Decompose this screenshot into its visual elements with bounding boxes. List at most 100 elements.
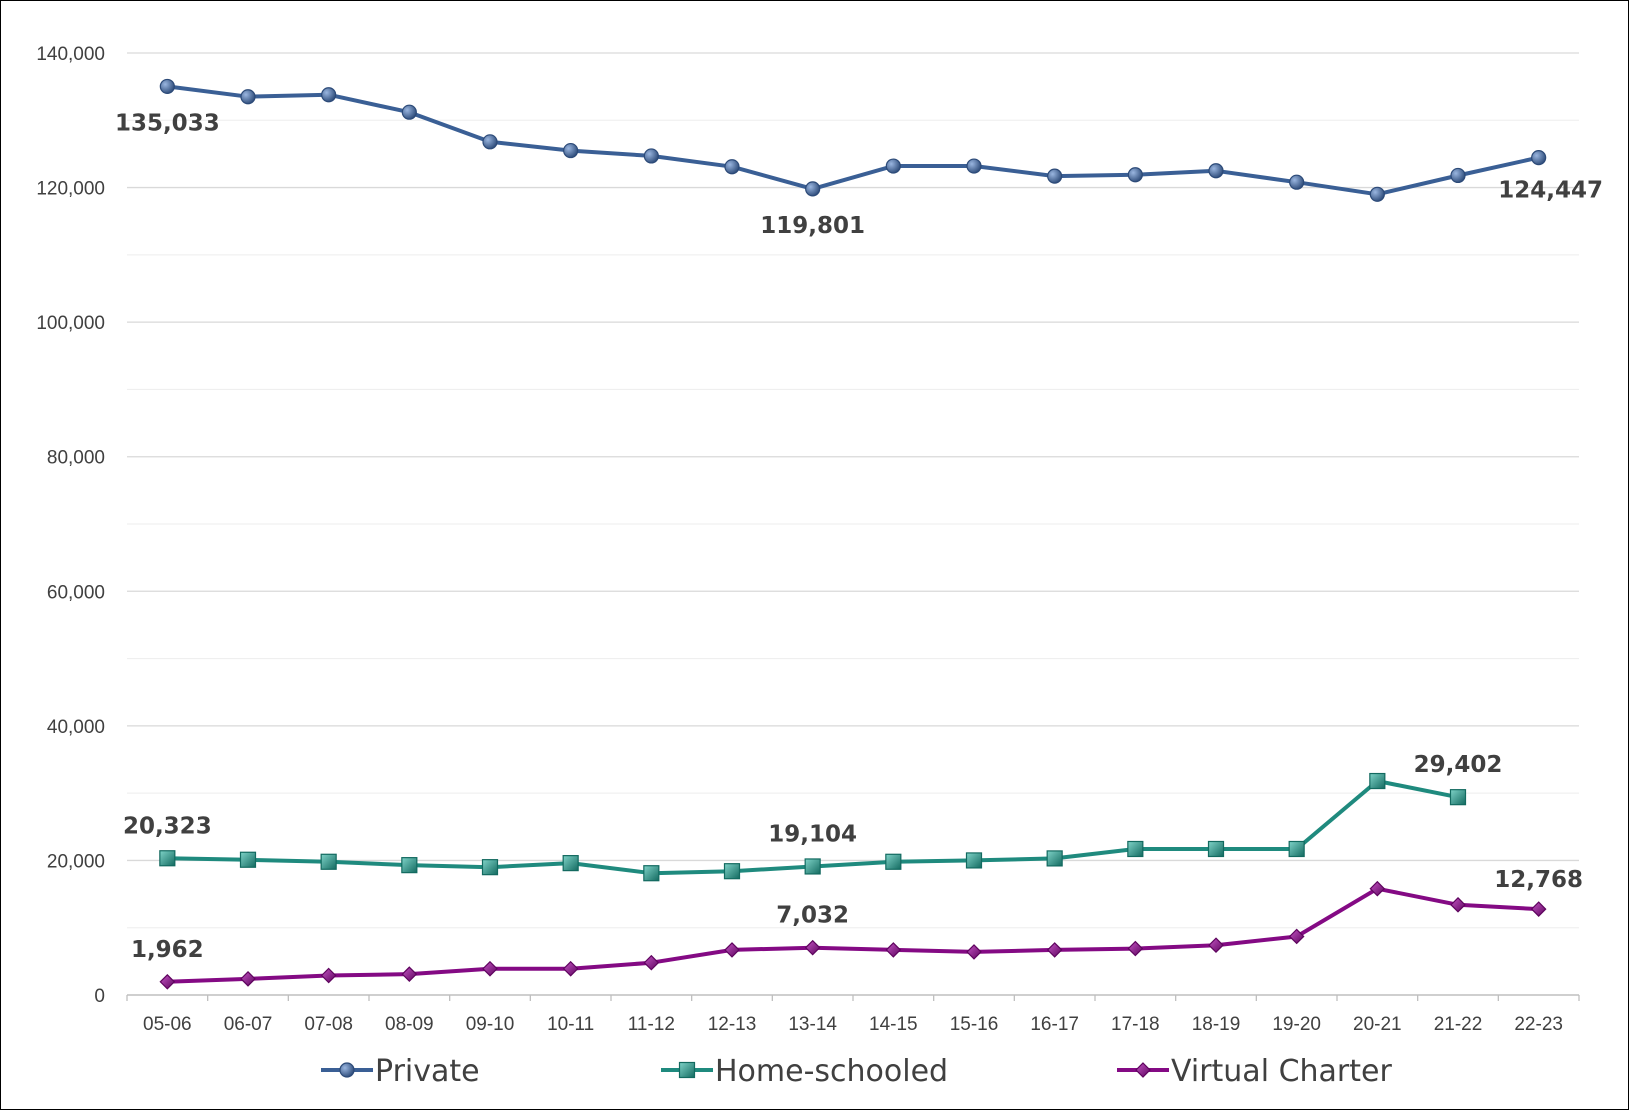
diamond-marker [1450,896,1466,913]
circle-marker [321,87,337,103]
data-label: 7,032 [776,903,849,929]
x-tick-label: 06-07 [224,1014,273,1035]
x-tick-label: 11-12 [628,1014,675,1035]
diamond-marker [1369,880,1386,897]
diamond-marker [966,944,982,960]
x-tick-label: 10-11 [547,1014,594,1035]
square-marker [481,859,499,876]
circle-marker [159,78,175,95]
square-marker [1046,850,1063,867]
diamond-marker [320,967,337,984]
diamond-marker [159,973,176,990]
series-home-schooled [159,772,1467,882]
y-tick-label: 80,000 [47,448,105,469]
circle-marker [643,148,659,164]
square-marker [159,850,176,867]
x-tick-label: 20-21 [1353,1014,1402,1035]
data-label: 124,447 [1498,178,1603,204]
circle-marker [1369,186,1385,202]
y-tick-label: 0 [94,986,105,1007]
square-marker [239,851,257,868]
legend-item: Private [321,1054,480,1089]
circle-marker [482,134,498,150]
x-tick-label: 08-09 [385,1014,434,1035]
square-marker [1369,772,1386,790]
x-tick-label: 12-13 [708,1014,757,1035]
data-label: 135,033 [115,110,220,136]
x-tick-label: 21-22 [1434,1014,1483,1035]
x-tick-label: 14-15 [869,1014,918,1035]
circle-marker [885,158,901,174]
y-tick-label: 60,000 [47,582,105,603]
legend: Private Home-schooled Virtual Charter [321,1054,1392,1089]
square-marker [320,853,337,870]
diamond-marker [240,971,256,987]
y-tick-label: 140,000 [36,44,105,65]
diamond-marker [1208,937,1224,954]
diamond-marker [643,954,660,971]
circle-marker [240,89,256,105]
y-tick-label: 120,000 [36,179,105,200]
series-line [165,886,1541,984]
circle-marker [563,142,579,159]
data-label: 29,402 [1414,752,1503,778]
y-tick-label: 20,000 [47,851,105,872]
diamond-marker [1046,942,1063,958]
diamond-marker [804,939,821,956]
square-marker [723,863,741,880]
circle-marker [724,159,740,175]
square-marker [678,1061,696,1079]
square-marker [562,855,579,872]
x-tick-label: 07-08 [304,1014,353,1035]
legend-label: Virtual Charter [1171,1054,1392,1089]
x-tick-label: 16-17 [1030,1014,1079,1035]
series-virtual-charter [159,880,1547,990]
circle-marker [1531,150,1547,166]
x-tick-label: 15-16 [950,1014,999,1035]
x-tick-label: 17-18 [1111,1014,1160,1035]
series-group [159,78,1547,990]
data-label: 19,104 [768,821,857,847]
diamond-marker [1127,940,1144,957]
square-marker [1207,840,1225,858]
circle-marker [966,158,982,174]
y-tick-label: 40,000 [47,717,105,738]
circle-marker [1289,174,1305,190]
y-tick-label: 100,000 [36,313,105,334]
square-marker [804,858,821,875]
x-tick-label: 05-06 [143,1014,192,1035]
circle-marker [339,1062,355,1078]
square-marker [643,865,660,882]
data-label: 20,323 [123,813,212,839]
square-marker [965,852,983,869]
square-marker [1288,840,1305,858]
circle-marker [1208,163,1224,179]
diamond-marker [1288,928,1305,945]
circle-marker [1450,167,1466,184]
diamond-marker [1135,1062,1151,1078]
circle-marker [401,104,417,120]
series-line [165,84,1541,197]
legend-item: Virtual Charter [1117,1054,1392,1089]
square-marker [1449,789,1467,806]
diamond-marker [482,960,498,977]
data-label: 119,801 [760,213,865,239]
circle-marker [805,181,821,197]
x-tick-label: 22-23 [1514,1014,1563,1035]
x-tick-label: 18-19 [1192,1014,1241,1035]
square-marker [1127,840,1144,858]
circle-marker [1127,167,1143,183]
circle-marker [1047,168,1063,184]
legend-label: Home-schooled [715,1054,948,1089]
diamond-marker [401,966,418,982]
axes: 0 20,000 40,000 60,000 80,000 100,000 120,000 1… [36,44,1580,1035]
data-label: 12,768 [1494,867,1583,893]
legend-label: Private [375,1054,480,1089]
data-labels: 135,033 119,801 124,447 20,323 19,104 29,402 1… [115,110,1603,962]
diamond-marker [885,942,902,958]
legend-item: Home-schooled [661,1054,948,1089]
x-tick-label: 13-14 [788,1014,837,1035]
x-tick-label: 19-20 [1272,1014,1321,1035]
